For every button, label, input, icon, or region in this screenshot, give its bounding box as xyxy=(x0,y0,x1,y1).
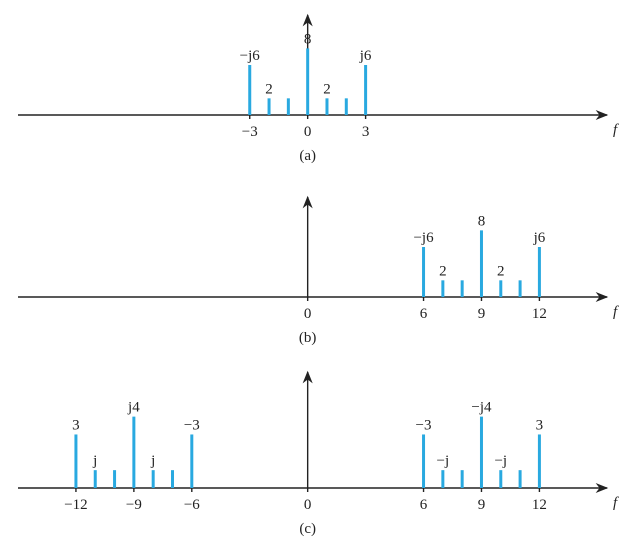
x-tick-label: 12 xyxy=(532,306,547,322)
x-tick-label: 6 xyxy=(420,306,428,322)
x-tick-label: −12 xyxy=(64,497,87,513)
value-label: 3 xyxy=(72,417,80,433)
value-label: −j6 xyxy=(413,230,434,246)
x-tick-label: −6 xyxy=(184,497,200,513)
caption: (c) xyxy=(299,521,316,537)
value-label: −3 xyxy=(416,417,432,433)
x-tick-label: 0 xyxy=(304,124,312,140)
value-label: j xyxy=(92,453,97,469)
x-tick-label: 9 xyxy=(478,497,486,513)
value-label: −j xyxy=(437,453,450,469)
x-tick-label: 0 xyxy=(304,306,312,322)
value-label: j6 xyxy=(359,48,372,64)
x-axis-label: f xyxy=(613,304,619,320)
x-tick-label: 3 xyxy=(362,124,370,140)
value-label: −j4 xyxy=(471,400,492,416)
x-axis-label: f xyxy=(613,122,619,138)
caption: (a) xyxy=(299,148,316,164)
value-label: 3 xyxy=(536,417,544,433)
value-label: 2 xyxy=(323,81,331,97)
x-tick-label: −3 xyxy=(242,124,258,140)
value-label: 8 xyxy=(478,213,486,229)
value-label: 8 xyxy=(304,31,312,47)
x-tick-label: 12 xyxy=(532,497,547,513)
value-label: j xyxy=(150,453,155,469)
value-label: 2 xyxy=(265,81,273,97)
x-tick-label: 9 xyxy=(478,306,486,322)
value-label: j6 xyxy=(533,230,546,246)
x-tick-label: 6 xyxy=(420,497,428,513)
x-axis-label: f xyxy=(613,495,619,511)
value-label: −3 xyxy=(184,417,200,433)
value-label: j4 xyxy=(127,400,140,416)
value-label: 2 xyxy=(497,263,505,279)
x-tick-label: 0 xyxy=(304,497,312,513)
caption: (b) xyxy=(299,330,317,346)
value-label: −j xyxy=(494,453,507,469)
value-label: 2 xyxy=(439,263,447,279)
x-tick-label: −9 xyxy=(126,497,142,513)
value-label: −j6 xyxy=(240,48,261,64)
